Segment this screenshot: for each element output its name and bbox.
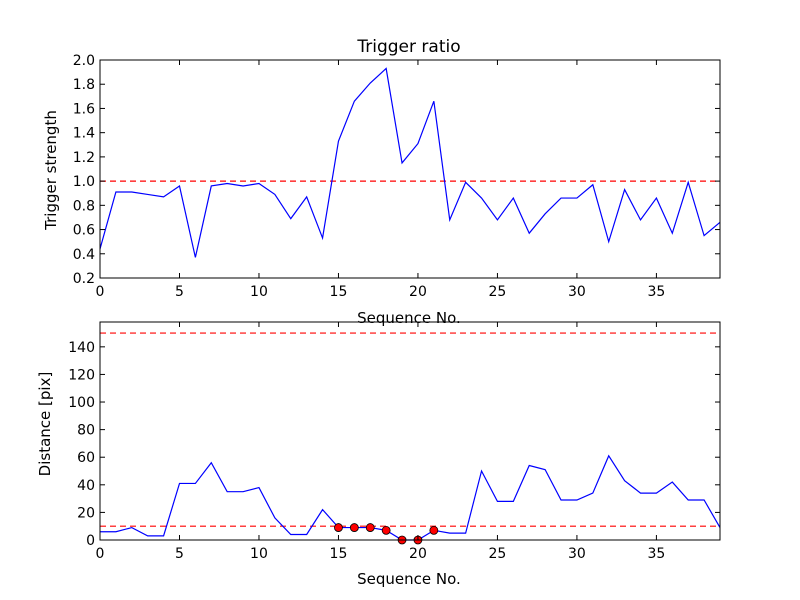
y-tick-label: 1.6 — [73, 101, 95, 117]
y-tick-label: 100 — [68, 395, 95, 411]
y-tick-label: 80 — [77, 423, 95, 439]
y-axis-label: Trigger strength — [42, 110, 60, 231]
y-tick-label: 2.0 — [73, 53, 95, 69]
x-tick-label: 5 — [175, 546, 184, 562]
x-tick-label: 25 — [489, 546, 507, 562]
x-tick-label: 15 — [330, 284, 348, 300]
plot-frame — [99, 59, 721, 279]
x-tick-label: 25 — [489, 284, 507, 300]
y-tick-label: 1.2 — [73, 150, 95, 166]
x-tick-label: 0 — [96, 284, 105, 300]
y-tick-label: 0.4 — [73, 247, 95, 263]
x-tick-label: 10 — [250, 546, 268, 562]
y-tick-label: 20 — [77, 505, 95, 521]
distance-chart: Sequence No. Distance [pix] 0 5 10 15 20 25 30… — [36, 321, 721, 588]
x-tick-label: 30 — [568, 546, 586, 562]
trigger-ratio-chart: Trigger ratio Sequence No. Trigger stren… — [42, 37, 721, 327]
y-axis-label: Distance [pix] — [36, 372, 54, 477]
x-tick-label: 10 — [250, 284, 268, 300]
y-tick-label: 0 — [86, 533, 95, 549]
y-tick-label: 1.0 — [73, 174, 95, 190]
y-tick-label: 120 — [68, 367, 95, 383]
x-tick-label: 15 — [330, 546, 348, 562]
y-tick-label: 0.2 — [73, 271, 95, 287]
series-line-0 — [100, 454, 721, 541]
y-tick-label: 60 — [77, 450, 95, 466]
y-tick-label: 0.6 — [73, 223, 95, 239]
plot-frame — [99, 321, 721, 541]
x-tick-label: 20 — [409, 546, 427, 562]
x-axis-label: Sequence No. — [357, 309, 461, 327]
x-tick-label: 35 — [647, 284, 665, 300]
data-point-marker — [349, 523, 359, 532]
data-point-marker — [429, 525, 439, 535]
y-tick-label: 140 — [68, 340, 95, 356]
y-tick-label: 40 — [77, 478, 95, 494]
data-point-marker — [365, 523, 375, 532]
x-tick-label: 35 — [647, 546, 665, 562]
data-point-marker — [381, 525, 391, 535]
x-axis-label: Sequence No. — [357, 570, 461, 588]
y-tick-label: 0.8 — [73, 198, 95, 214]
x-tick-label: 5 — [175, 284, 184, 300]
x-tick-label: 30 — [568, 284, 586, 300]
y-tick-label: 1.8 — [73, 77, 95, 93]
x-tick-label: 20 — [409, 284, 427, 300]
x-tick-label: 0 — [96, 546, 105, 562]
y-tick-label: 1.4 — [73, 126, 95, 142]
chart-title: Trigger ratio — [356, 37, 460, 57]
series-line-0 — [99, 67, 721, 258]
data-point-marker — [334, 523, 343, 532]
